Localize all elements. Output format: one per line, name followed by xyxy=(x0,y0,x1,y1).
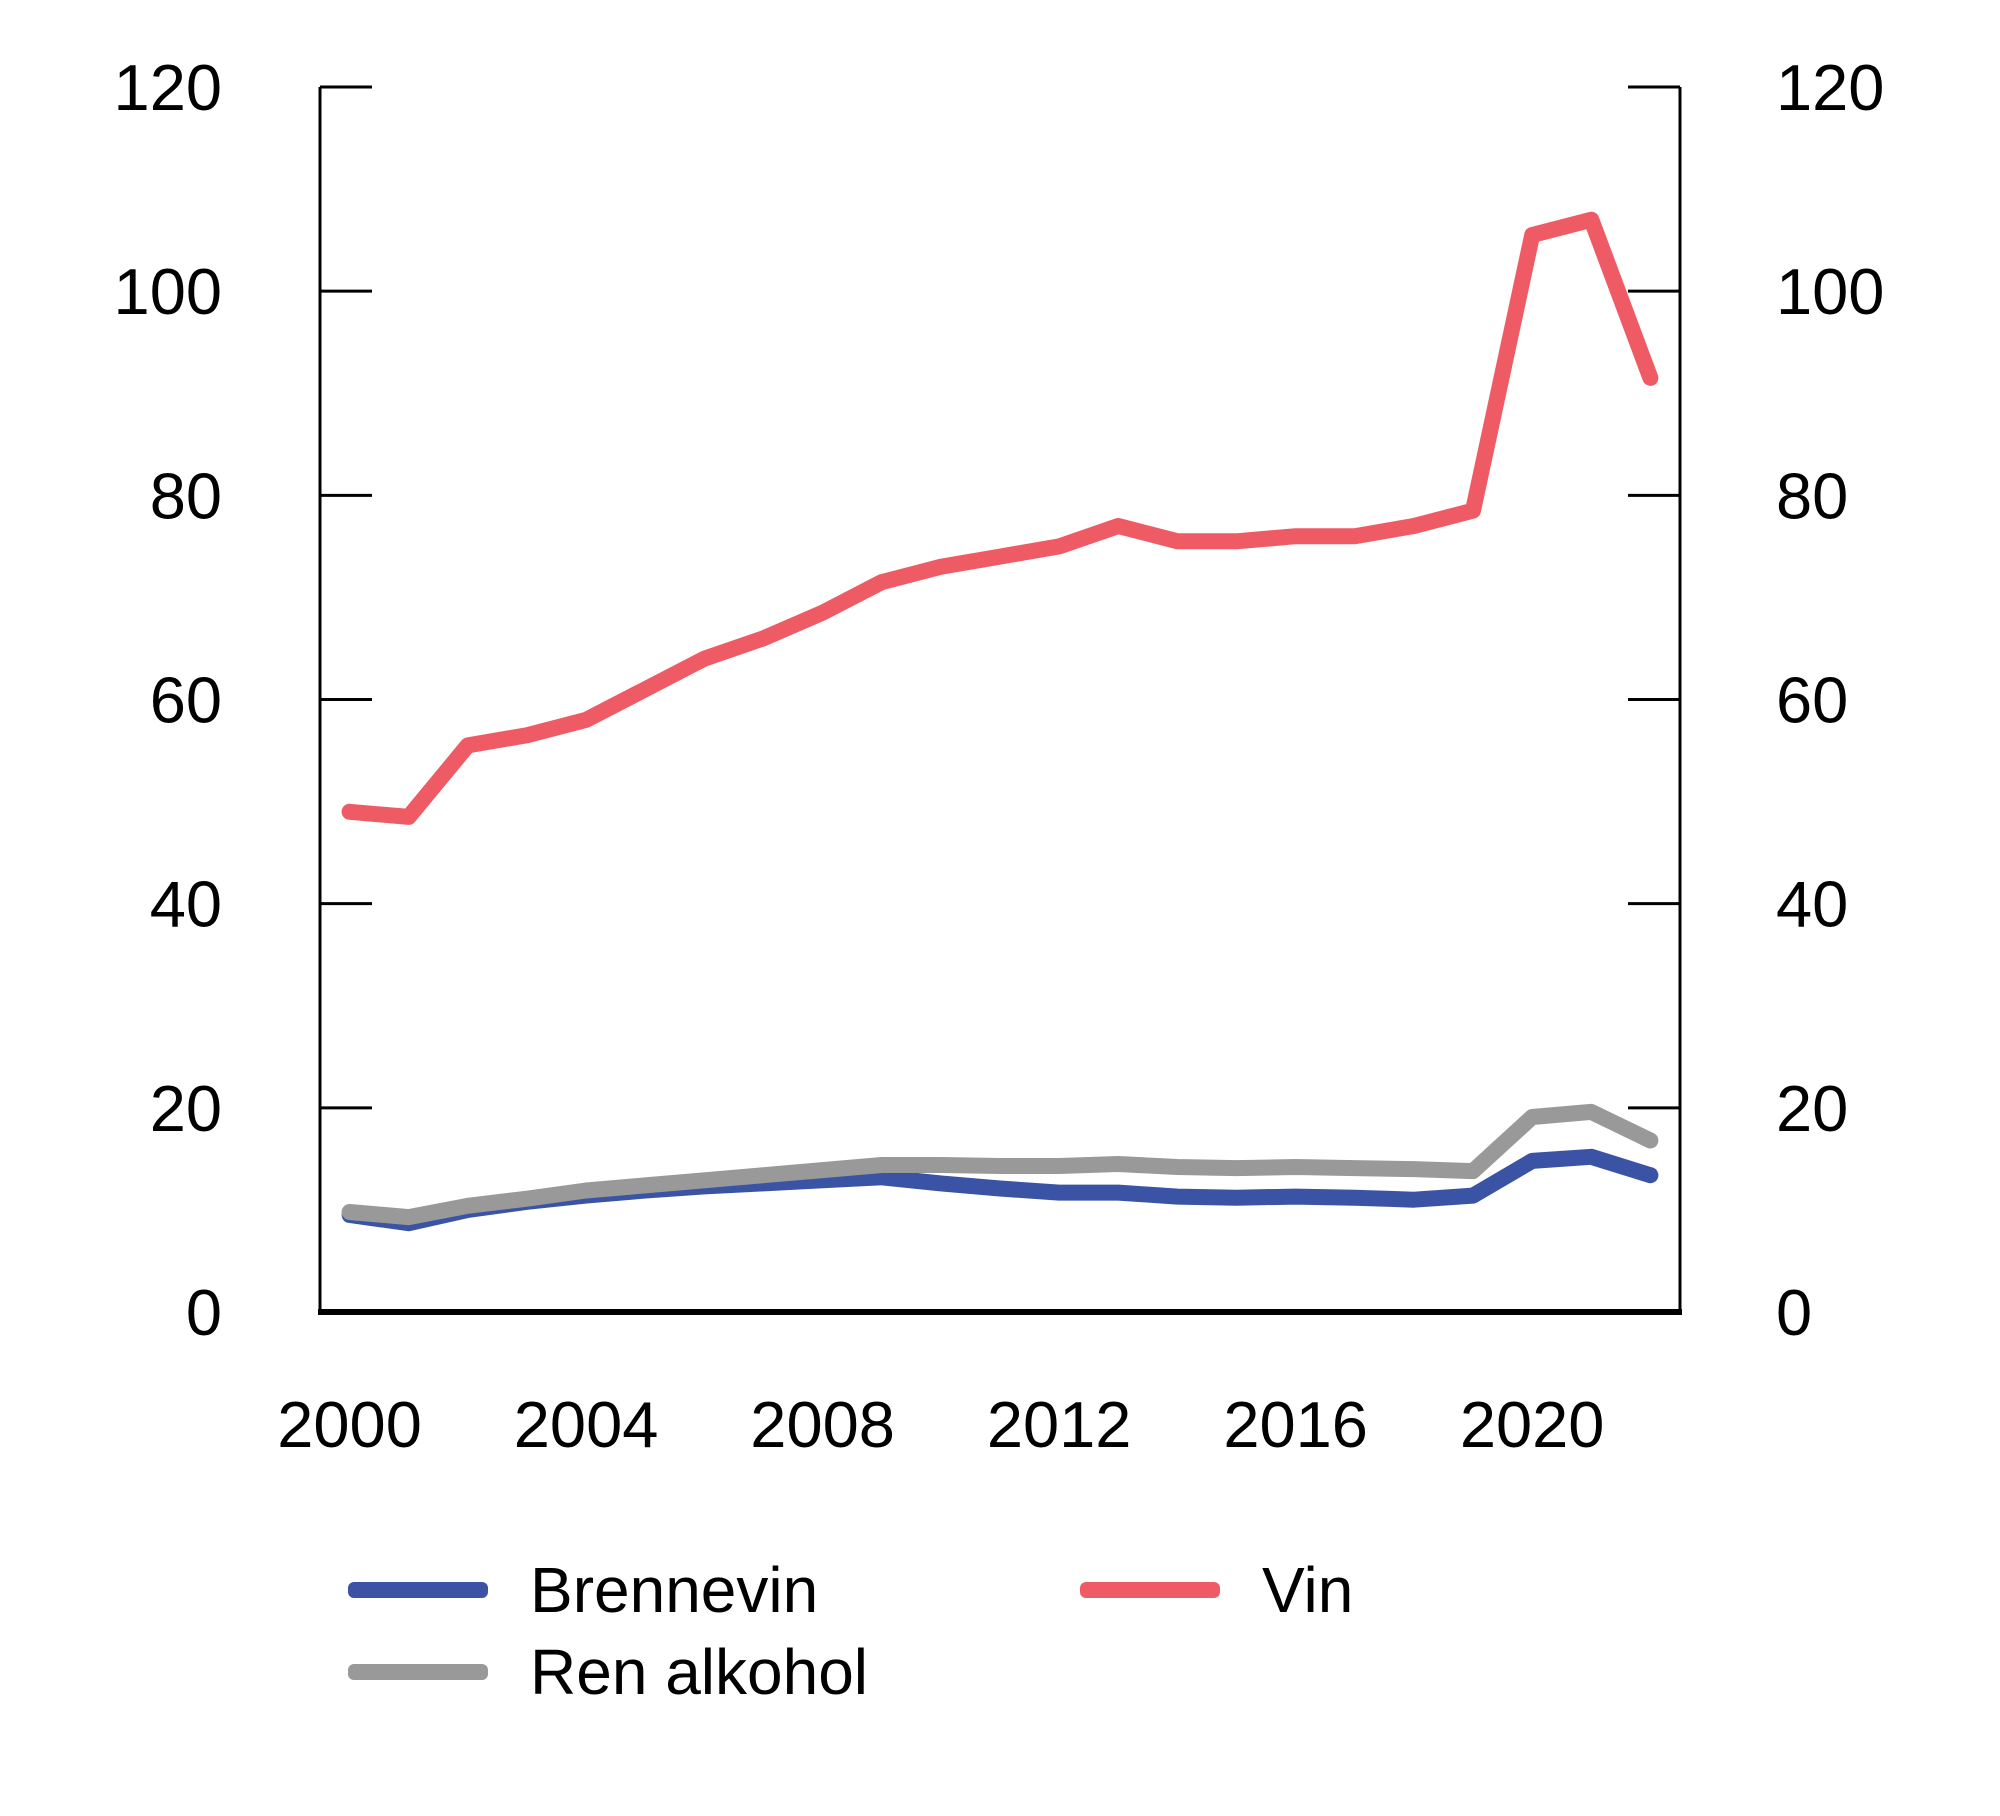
axis-spines xyxy=(318,87,1682,1315)
y-label-left-0: 0 xyxy=(186,1276,222,1349)
x-label-2004: 2004 xyxy=(514,1388,659,1461)
x-label-2012: 2012 xyxy=(987,1388,1132,1461)
series-lines xyxy=(341,211,1659,1232)
x-axis-labels: 2000 2004 2008 2012 2016 2020 xyxy=(277,1388,1604,1461)
y-label-right-0: 0 xyxy=(1776,1276,1812,1349)
y-axis-left-ticks xyxy=(320,85,372,1314)
x-label-2020: 2020 xyxy=(1460,1388,1605,1461)
y-label-right-20: 20 xyxy=(1776,1072,1848,1145)
y-label-left-20: 20 xyxy=(150,1072,222,1145)
y-label-left-120: 120 xyxy=(114,51,222,124)
series-line-ren-alkohol xyxy=(341,1103,1659,1226)
x-label-2000: 2000 xyxy=(277,1388,422,1461)
x-label-2016: 2016 xyxy=(1223,1388,1368,1461)
y-label-left-60: 60 xyxy=(150,664,222,737)
x-label-2008: 2008 xyxy=(750,1388,895,1461)
y-label-right-80: 80 xyxy=(1776,459,1848,532)
y-label-left-40: 40 xyxy=(150,868,222,941)
y-axis-right-ticks xyxy=(1628,85,1680,1314)
y-label-right-120: 120 xyxy=(1776,51,1884,124)
y-axis-left-labels: 0 20 40 60 80 100 120 xyxy=(114,51,222,1349)
series-line-vin xyxy=(341,211,1659,825)
y-axis-right-labels: 0 20 40 60 80 100 120 xyxy=(1776,51,1884,1349)
y-label-right-60: 60 xyxy=(1776,664,1848,737)
y-label-right-100: 100 xyxy=(1776,255,1884,328)
y-label-left-80: 80 xyxy=(150,459,222,532)
y-label-left-100: 100 xyxy=(114,255,222,328)
y-label-right-40: 40 xyxy=(1776,868,1848,941)
